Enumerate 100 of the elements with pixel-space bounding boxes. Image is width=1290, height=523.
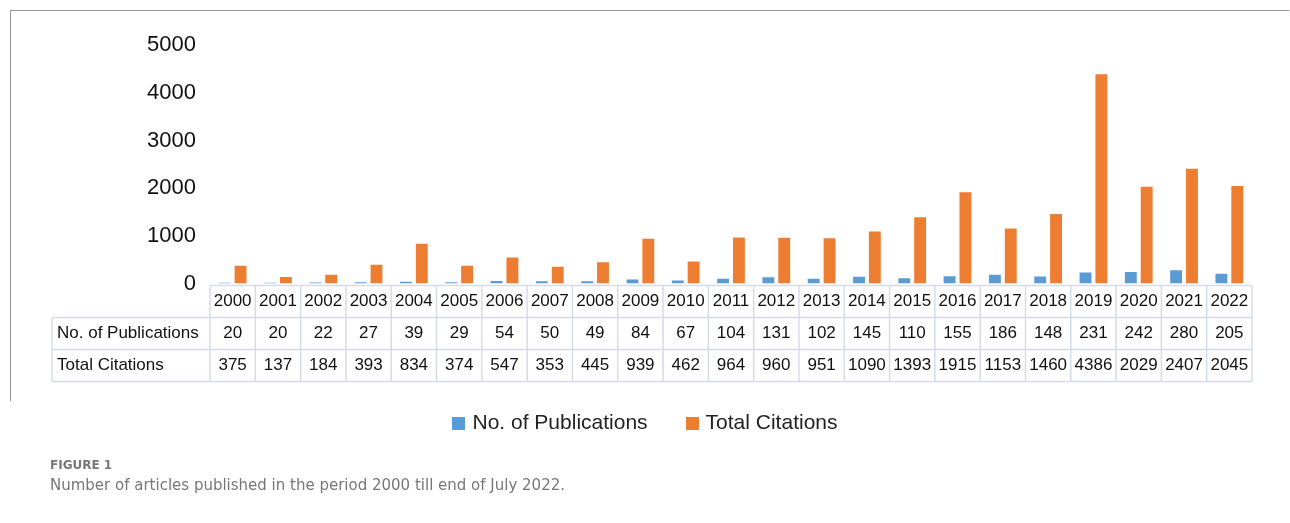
y-tick-label: 2000 bbox=[147, 174, 196, 200]
data-label: 375 bbox=[218, 355, 247, 375]
data-label: 84 bbox=[630, 323, 650, 343]
data-label: 2407 bbox=[1165, 355, 1203, 375]
bar bbox=[461, 265, 474, 284]
data-label: 462 bbox=[671, 355, 700, 375]
data-label: 547 bbox=[490, 355, 519, 375]
x-tick-label: 2008 bbox=[576, 291, 614, 311]
bar bbox=[898, 278, 911, 284]
x-tick-label: 2007 bbox=[530, 291, 569, 311]
x-tick-label: 2014 bbox=[848, 291, 886, 311]
data-label: 964 bbox=[716, 355, 746, 375]
bar bbox=[642, 238, 655, 284]
x-tick-label: 2010 bbox=[666, 291, 705, 311]
data-label: 54 bbox=[495, 323, 514, 343]
bar bbox=[943, 276, 956, 284]
bar bbox=[1050, 213, 1063, 284]
bar bbox=[988, 274, 1001, 284]
bar bbox=[597, 262, 609, 284]
bar bbox=[1186, 168, 1198, 284]
data-label: 131 bbox=[762, 323, 791, 343]
bar bbox=[671, 280, 684, 284]
data-label: 39 bbox=[404, 323, 424, 343]
bar bbox=[1095, 74, 1108, 284]
data-label: 1460 bbox=[1029, 355, 1068, 375]
data-label: 148 bbox=[1033, 323, 1063, 343]
data-label: 1153 bbox=[984, 355, 1022, 375]
x-tick-label: 2002 bbox=[304, 291, 343, 311]
x-tick-label: 2012 bbox=[757, 291, 796, 311]
data-label: 184 bbox=[309, 355, 338, 375]
data-label: 22 bbox=[313, 323, 333, 343]
y-tick-label: 3000 bbox=[147, 126, 196, 152]
data-label: 49 bbox=[585, 323, 605, 343]
bar bbox=[279, 277, 292, 284]
data-label: 445 bbox=[580, 355, 610, 375]
bar bbox=[762, 277, 775, 284]
data-label: 231 bbox=[1079, 323, 1108, 343]
bar bbox=[1124, 272, 1137, 284]
bar bbox=[1231, 186, 1244, 284]
data-label: 2045 bbox=[1210, 355, 1249, 375]
x-tick-label: 2020 bbox=[1119, 291, 1158, 311]
text: Total Citations bbox=[57, 355, 164, 375]
data-label: 939 bbox=[626, 355, 655, 375]
data-label: 353 bbox=[535, 355, 564, 375]
data-label: 374 bbox=[444, 355, 474, 375]
data-label: 20 bbox=[223, 323, 243, 343]
data-label: 20 bbox=[268, 323, 288, 343]
data-label: 1915 bbox=[938, 355, 977, 375]
data-label: 205 bbox=[1215, 323, 1244, 343]
data-label: 242 bbox=[1124, 323, 1153, 343]
bar bbox=[325, 274, 338, 284]
legend-label: Total Citations bbox=[704, 410, 838, 434]
bar bbox=[1140, 186, 1153, 284]
x-tick-label: 2009 bbox=[621, 291, 660, 311]
x-tick-label: 2013 bbox=[802, 291, 841, 311]
text: No. of Publications bbox=[57, 323, 199, 343]
x-tick-label: 2000 bbox=[213, 291, 252, 311]
y-tick-label: 5000 bbox=[147, 31, 196, 57]
data-label: 960 bbox=[762, 355, 791, 375]
data-label: 4386 bbox=[1074, 355, 1113, 375]
data-label: 155 bbox=[943, 323, 972, 343]
data-label: 393 bbox=[354, 355, 383, 375]
bar bbox=[823, 238, 836, 284]
data-label: 27 bbox=[359, 323, 379, 343]
y-tick-label: 1000 bbox=[147, 221, 196, 247]
legend-label: No. of Publications bbox=[471, 410, 648, 434]
caption: FIGURE 1 bbox=[50, 458, 114, 472]
data-label: 137 bbox=[263, 355, 293, 375]
bar bbox=[234, 265, 247, 284]
bar bbox=[506, 257, 519, 284]
data-label: 1090 bbox=[848, 355, 886, 375]
x-tick-label: 2004 bbox=[394, 291, 433, 311]
x-tick-label: 2003 bbox=[349, 291, 388, 311]
x-tick-label: 2019 bbox=[1074, 291, 1113, 311]
x-tick-label: 2021 bbox=[1165, 291, 1203, 311]
data-label: 2029 bbox=[1119, 355, 1158, 375]
data-label: 145 bbox=[852, 323, 882, 343]
data-label: 951 bbox=[807, 355, 836, 375]
data-label: 102 bbox=[807, 323, 836, 343]
x-tick-label: 2015 bbox=[893, 291, 932, 311]
data-label: 50 bbox=[540, 323, 560, 343]
x-tick-label: 2006 bbox=[485, 291, 524, 311]
bar bbox=[1004, 228, 1017, 284]
data-label: 834 bbox=[399, 355, 429, 375]
bar bbox=[1170, 270, 1183, 284]
data-label: 29 bbox=[449, 323, 469, 343]
x-tick-label: 2011 bbox=[712, 291, 750, 311]
data-label: 186 bbox=[988, 323, 1018, 343]
bar bbox=[1215, 273, 1228, 284]
bar bbox=[959, 192, 972, 284]
x-tick-label: 2016 bbox=[938, 291, 977, 311]
bar bbox=[732, 237, 745, 284]
data-label: 104 bbox=[716, 323, 746, 343]
text: Number of articles published in the period 2000 till end of July 2022. bbox=[50, 476, 566, 494]
bar bbox=[914, 217, 927, 284]
x-tick-label: 2018 bbox=[1029, 291, 1068, 311]
data-label: 110 bbox=[898, 323, 926, 343]
bar bbox=[415, 243, 428, 284]
x-tick-label: 2017 bbox=[983, 291, 1022, 311]
data-label: 67 bbox=[676, 323, 696, 343]
